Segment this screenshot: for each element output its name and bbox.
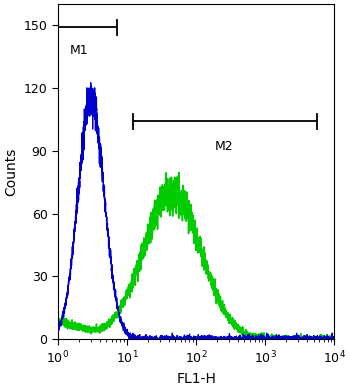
Text: M2: M2 [215, 140, 233, 153]
X-axis label: FL1-H: FL1-H [176, 372, 216, 386]
Text: M1: M1 [69, 44, 88, 57]
Y-axis label: Counts: Counts [4, 147, 18, 196]
